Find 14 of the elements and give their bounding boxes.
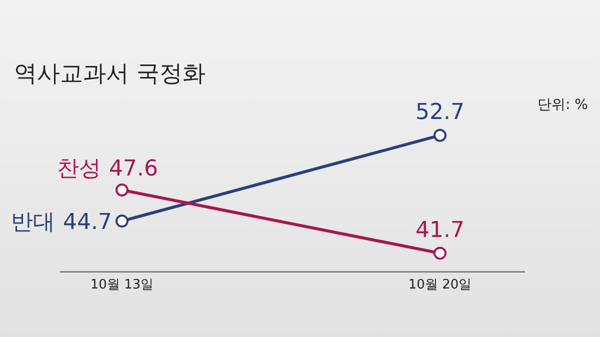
point — [116, 214, 128, 228]
series-label: 찬성 — [57, 156, 102, 182]
point — [434, 246, 446, 260]
data-label: 47.6 — [109, 156, 158, 182]
text: 단위: % — [538, 96, 588, 114]
chart-title: 역사교과서 국정화 — [14, 60, 206, 89]
point — [434, 128, 446, 142]
x-tick-label: 10월 20일 — [408, 278, 472, 293]
x-tick-label: 10월 13일 — [90, 278, 154, 293]
text: 반대 — [11, 210, 56, 235]
data-label: 44.7 — [63, 210, 112, 235]
data-label: 41.7 — [416, 218, 464, 243]
data-label: 52.7 — [416, 100, 464, 126]
point — [116, 183, 128, 196]
